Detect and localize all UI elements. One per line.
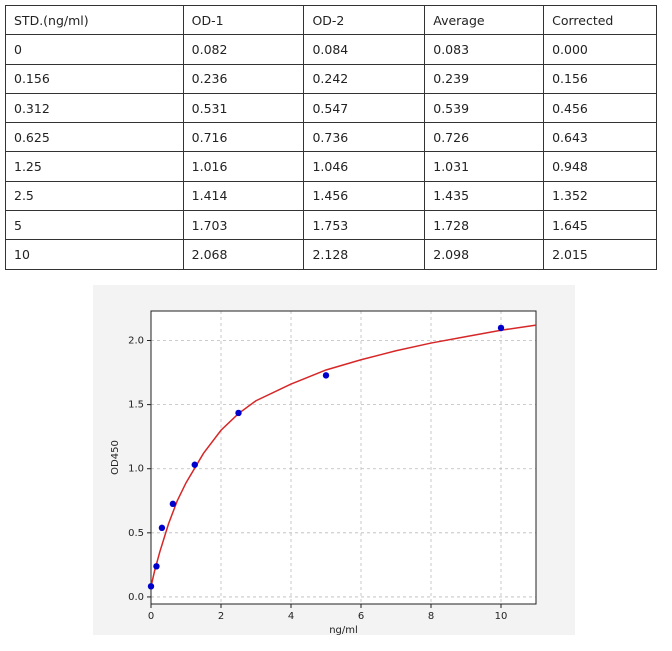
table-cell: 1.25 bbox=[5, 151, 184, 182]
table-cell: 0.239 bbox=[424, 63, 545, 94]
table-row: 0 0.082 0.084 0.083 0.000 bbox=[5, 34, 657, 65]
table-cell: STD.(ng/ml) bbox=[5, 4, 184, 36]
table-row: 10 2.068 2.128 2.098 2.015 bbox=[5, 239, 657, 270]
x-tick-label: 0 bbox=[148, 611, 154, 622]
table-cell: 0.156 bbox=[5, 63, 184, 94]
data-point bbox=[497, 324, 505, 332]
table-cell: 1.414 bbox=[182, 180, 305, 212]
table-cell: 0.625 bbox=[5, 122, 184, 153]
table-cell: 2.068 bbox=[182, 239, 305, 270]
table-cell: 2.5 bbox=[5, 180, 184, 212]
plot-frame bbox=[150, 310, 537, 605]
x-axis-label: ng/ml bbox=[329, 625, 358, 635]
table-cell: 1.435 bbox=[424, 180, 545, 212]
table-row: 5 1.703 1.753 1.728 1.645 bbox=[5, 210, 657, 241]
data-point bbox=[235, 409, 242, 417]
table-cell: 10 bbox=[5, 239, 184, 270]
table-cell: 0.156 bbox=[543, 63, 657, 94]
x-tick-label: 10 bbox=[495, 611, 508, 622]
table-cell: 0.000 bbox=[543, 34, 657, 65]
table-cell: 1.703 bbox=[182, 210, 305, 241]
table-cell: 0.242 bbox=[303, 63, 426, 94]
table-cell: 0.082 bbox=[182, 34, 305, 65]
y-tick-label: 0.0 bbox=[128, 592, 144, 603]
y-tick-label: 2.0 bbox=[128, 335, 144, 346]
y-axis-label: OD450 bbox=[110, 440, 121, 475]
data-point bbox=[322, 372, 330, 379]
table-cell: 1.016 bbox=[182, 151, 305, 182]
table-cell: 1.728 bbox=[424, 210, 545, 241]
table-cell: 0.547 bbox=[303, 92, 426, 124]
table-cell: 1.031 bbox=[424, 151, 545, 182]
table-cell: 0.312 bbox=[5, 92, 184, 124]
y-tick-label: 1.0 bbox=[128, 464, 144, 475]
table-cell: OD-1 bbox=[182, 4, 305, 36]
data-table: STD.(ng/ml) OD-1 OD-2 Average Corrected 0 0.08… bbox=[5, 4, 657, 270]
data-point bbox=[169, 500, 177, 508]
table-row: 0.156 0.236 0.242 0.239 0.156 bbox=[5, 63, 657, 94]
table-cell: 1.352 bbox=[543, 180, 657, 212]
table-cell: 0.084 bbox=[303, 34, 426, 65]
plot-area bbox=[151, 311, 536, 604]
x-tick-label: 2 bbox=[218, 611, 224, 622]
fit-curve bbox=[150, 324, 537, 587]
table-cell: 0.539 bbox=[424, 92, 545, 124]
table-cell: 0.948 bbox=[543, 151, 657, 182]
table-row: 0.625 0.716 0.736 0.726 0.643 bbox=[5, 122, 657, 153]
chart: 0 2 4 6 8 10 0.0 0.5 1.0 1.5 2.0 ng/ml OD450 bbox=[93, 285, 575, 635]
table-cell: 2.128 bbox=[303, 239, 426, 270]
table-cell: 1.456 bbox=[303, 180, 426, 212]
table-row: STD.(ng/ml) OD-1 OD-2 Average Corrected bbox=[5, 4, 657, 36]
x-tick-label: 4 bbox=[288, 611, 294, 622]
y-tick-label: 0.5 bbox=[128, 528, 144, 539]
table-row: 0.312 0.531 0.547 0.539 0.456 bbox=[5, 92, 657, 124]
table-cell: OD-2 bbox=[303, 4, 426, 36]
x-tick-label: 8 bbox=[428, 611, 434, 622]
table-cell: 0.083 bbox=[424, 34, 545, 65]
table-cell: 2.015 bbox=[543, 239, 657, 270]
table-cell: 1.046 bbox=[303, 151, 426, 182]
y-tick-label: 1.5 bbox=[128, 400, 144, 411]
x-tick-label: 6 bbox=[358, 611, 364, 622]
data-point bbox=[153, 563, 160, 570]
table-cell: 0.236 bbox=[182, 63, 305, 94]
table-cell: 5 bbox=[5, 210, 184, 241]
table-cell: 1.753 bbox=[303, 210, 426, 241]
table-cell: 0.643 bbox=[543, 122, 657, 153]
table-cell: 2.098 bbox=[424, 239, 545, 270]
table-cell: 0.726 bbox=[424, 122, 545, 153]
table-row: 1.25 1.016 1.046 1.031 0.948 bbox=[5, 151, 657, 182]
table-cell: Corrected bbox=[543, 4, 657, 36]
table-cell: 0.531 bbox=[182, 92, 305, 124]
table-cell: 0.716 bbox=[182, 122, 305, 153]
table-row: 2.5 1.414 1.456 1.435 1.352 bbox=[5, 180, 657, 212]
table-cell: 0.736 bbox=[303, 122, 426, 153]
table-cell: 0.456 bbox=[543, 92, 657, 124]
data-point bbox=[158, 524, 166, 532]
table-cell: Average bbox=[424, 4, 545, 36]
data-point bbox=[191, 461, 198, 468]
table-cell: 0 bbox=[5, 34, 184, 65]
data-point bbox=[147, 583, 155, 590]
table-cell: 1.645 bbox=[543, 210, 657, 241]
